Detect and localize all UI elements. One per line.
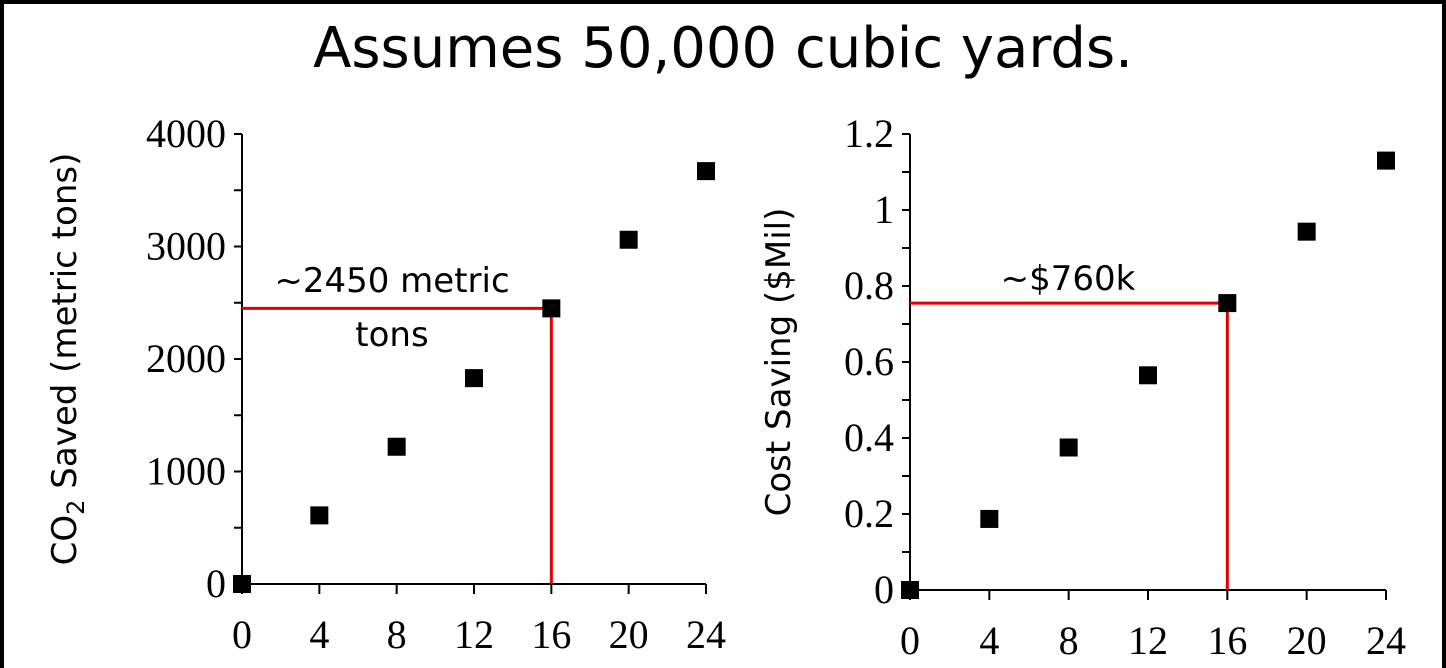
chart1-data-point — [233, 575, 251, 593]
chart2-y-tick-label: 0.6 — [844, 339, 894, 384]
chart2-data-point — [1297, 222, 1316, 241]
figure-title: Assumes 50,000 cubic yards. — [313, 16, 1133, 81]
chart2-x-tick-label: 4 — [979, 618, 999, 663]
chart2-data-point — [1218, 294, 1237, 313]
chart2-x-tick-label: 20 — [1287, 618, 1327, 663]
chart1-data-point — [387, 437, 406, 456]
chart1-data-point — [465, 369, 483, 388]
chart2-y-tick-label: 1.2 — [844, 111, 894, 156]
chart2-y-tick-label: 0.4 — [844, 415, 894, 460]
chart1-x-tick-label: 16 — [531, 612, 571, 657]
chart1-data-point — [542, 299, 561, 318]
chart2-y-tick-label: 1 — [874, 187, 894, 232]
chart2-data-point — [901, 581, 919, 599]
chart1-x-tick-label: 4 — [309, 612, 329, 657]
chart2-x-tick-label: 8 — [1059, 618, 1079, 663]
chart1-data-point — [619, 230, 638, 249]
chart1-x-tick-label: 8 — [387, 612, 407, 657]
chart2-x-tick-label: 16 — [1207, 618, 1247, 663]
chart1-y-tick-label: 0 — [206, 561, 226, 606]
chart1-annotation-text: ~2450 metric — [274, 261, 509, 301]
chart2-y-tick-label: 0.8 — [844, 263, 894, 308]
chart2-data-point — [1139, 366, 1157, 385]
chart2-data-point — [980, 509, 999, 528]
chart1-data-point — [697, 162, 715, 181]
chart1-y-tick-label: 3000 — [146, 224, 226, 269]
chart1-annotation-text: tons — [355, 315, 428, 355]
chart1-y-tick-label: 1000 — [146, 449, 226, 494]
chart1-x-tick-label: 0 — [232, 612, 252, 657]
chart2-x-tick-label: 0 — [900, 618, 920, 663]
chart2-x-tick-label: 24 — [1366, 618, 1406, 663]
chart2-y-axis-label: Cost Saving ($Mil) — [759, 208, 799, 517]
chart2-annotation-text: ~$760k — [1001, 259, 1136, 299]
chart1-y-axis-label: CO2 Saved (metric tons) — [45, 153, 90, 566]
chart1-x-tick-label: 20 — [609, 612, 649, 657]
chart2-data-point — [1059, 438, 1078, 457]
chart2-y-tick-label: 0 — [874, 567, 894, 612]
chart1-x-tick-label: 12 — [454, 612, 494, 657]
chart1-y-tick-label: 2000 — [146, 336, 226, 381]
chart1-y-tick-label: 4000 — [146, 111, 226, 156]
chart1-data-point — [310, 506, 329, 525]
chart2-x-tick-label: 12 — [1128, 618, 1168, 663]
chart2-y-tick-label: 0.2 — [844, 491, 894, 536]
chart1-x-tick-label: 24 — [686, 612, 726, 657]
chart2-data-point — [1377, 151, 1395, 170]
